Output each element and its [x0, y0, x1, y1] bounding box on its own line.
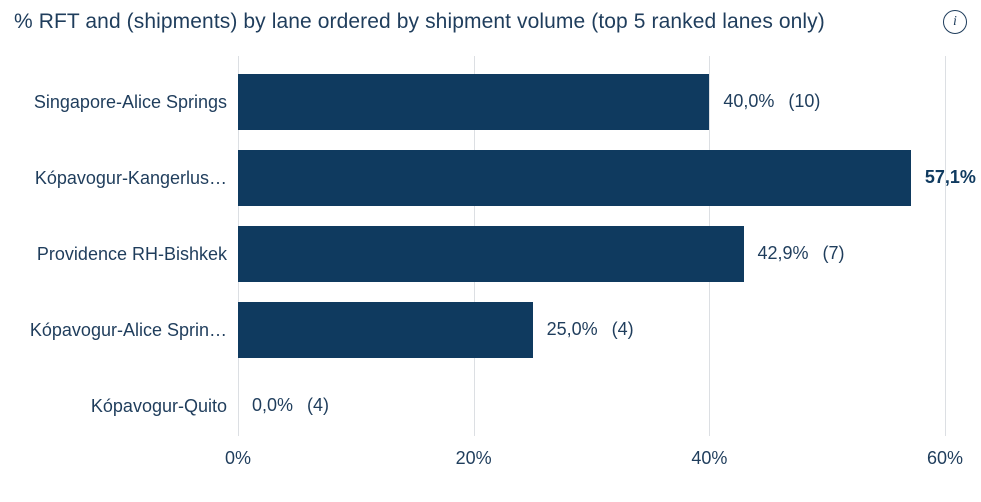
info-icon-glyph: i	[953, 15, 957, 29]
bar-row: Kópavogur-Kangerlus… 57,1%(7)	[0, 150, 981, 206]
value-percent: 25,0%	[547, 319, 598, 339]
x-axis-tick-label: 20%	[456, 448, 492, 469]
lane-label: Providence RH-Bishkek	[37, 244, 227, 265]
lane-label: Kópavogur-Kangerlus…	[35, 168, 227, 189]
x-axis-tick-label: 40%	[691, 448, 727, 469]
value-count: (10)	[788, 91, 820, 111]
lane-label: Kópavogur-Alice Sprin…	[30, 320, 227, 341]
plot-area: 0% 20% 40% 60% Singapore-Alice Springs 40,0% (…	[0, 56, 981, 486]
bar	[238, 150, 911, 206]
value-label: 25,0% (4)	[547, 319, 634, 340]
value-label: 57,1%(7)	[925, 167, 981, 188]
value-label: 0,0% (4)	[252, 395, 329, 416]
x-axis-tick-label: 0%	[225, 448, 251, 469]
bar	[238, 226, 744, 282]
bar-row: Kópavogur-Quito 0,0% (4)	[0, 378, 981, 434]
bar-row: Kópavogur-Alice Sprin… 25,0% (4)	[0, 302, 981, 358]
value-percent: 42,9%	[758, 243, 809, 263]
value-count: (4)	[307, 395, 329, 415]
bar-row: Providence RH-Bishkek 42,9% (7)	[0, 226, 981, 282]
lane-label: Singapore-Alice Springs	[34, 92, 227, 113]
lane-label: Kópavogur-Quito	[91, 396, 227, 417]
value-count: (4)	[612, 319, 634, 339]
value-label: 40,0% (10)	[723, 91, 820, 112]
bar	[238, 302, 533, 358]
value-label: 42,9% (7)	[758, 243, 845, 264]
chart-container: % RFT and (shipments) by lane ordered by…	[0, 0, 981, 502]
value-percent: 0,0%	[252, 395, 293, 415]
value-percent: 57,1%	[925, 167, 976, 187]
info-icon[interactable]: i	[943, 10, 967, 34]
value-percent: 40,0%	[723, 91, 774, 111]
bar-row: Singapore-Alice Springs 40,0% (10)	[0, 74, 981, 130]
x-axis-tick-label: 60%	[927, 448, 963, 469]
chart-title: % RFT and (shipments) by lane ordered by…	[14, 10, 825, 34]
title-row: % RFT and (shipments) by lane ordered by…	[14, 10, 967, 34]
bar	[238, 74, 709, 130]
value-count: (7)	[823, 243, 845, 263]
